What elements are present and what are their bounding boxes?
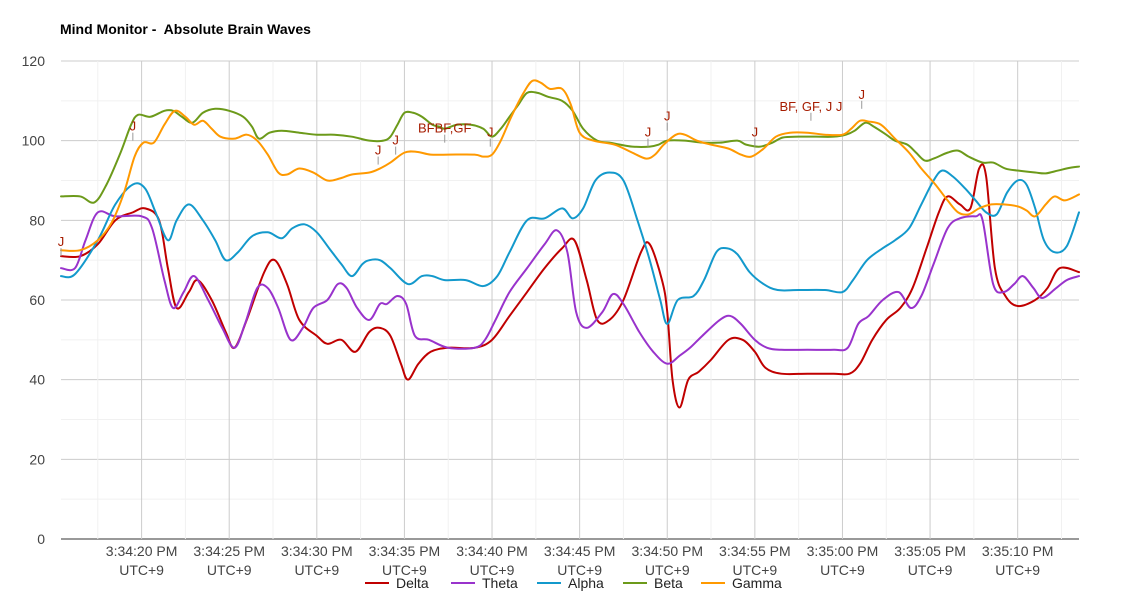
y-tick-label: 120 (22, 53, 46, 69)
annotation-label: J (664, 109, 671, 124)
legend-label-beta: Beta (654, 575, 683, 591)
x-tick-sublabel: UTC+9 (207, 562, 252, 578)
y-tick-label: 80 (29, 212, 45, 228)
x-tick-sublabel: UTC+9 (820, 562, 865, 578)
y-tick-label: 100 (22, 133, 46, 149)
series-line-theta (60, 210, 1080, 365)
x-tick-sublabel: UTC+9 (908, 562, 953, 578)
annotation-label: J (130, 119, 137, 134)
annotation-label: BF, GF, J J (779, 99, 842, 114)
grid (61, 60, 1079, 540)
chart-title: Mind Monitor - Absolute Brain Waves (60, 21, 311, 37)
series-line-beta (60, 90, 1080, 204)
legend-label-theta: Theta (482, 575, 518, 591)
series-lines (60, 79, 1080, 409)
x-tick-label: 3:34:35 PM (369, 543, 441, 559)
annotation-label: J (752, 125, 759, 140)
axes: 0 20 40 60 80 100 120 3:34:20 PM UTC+9 3:34:25 PM… (22, 53, 1054, 578)
x-tick-sublabel: UTC+9 (382, 562, 427, 578)
annotation-label: J (645, 125, 652, 140)
legend-label-gamma: Gamma (732, 575, 782, 591)
x-tick-sublabel: UTC+9 (119, 562, 164, 578)
x-tick-label: 3:34:55 PM (719, 543, 791, 559)
y-tick-label: 40 (29, 372, 45, 388)
x-tick-label: 3:35:10 PM (982, 543, 1054, 559)
series-line-gamma (60, 79, 1080, 252)
x-tick-label: 3:34:50 PM (631, 543, 703, 559)
annotation-label: J (487, 125, 494, 140)
series-line-alpha (60, 169, 1080, 325)
x-tick-label: 3:35:00 PM (807, 543, 879, 559)
legend-label-delta: Delta (396, 575, 429, 591)
x-tick-label: 3:35:05 PM (894, 543, 966, 559)
x-tick-sublabel: UTC+9 (294, 562, 339, 578)
x-tick-label: 3:34:20 PM (106, 543, 178, 559)
x-tick-label: 3:34:40 PM (456, 543, 528, 559)
y-tick-label: 0 (37, 531, 45, 547)
x-tick-sublabel: UTC+9 (470, 562, 515, 578)
annotation-label: J (392, 133, 399, 148)
x-tick-sublabel: UTC+9 (995, 562, 1040, 578)
annotation-label: BFBF,GF (418, 121, 472, 136)
annotation-label: J (375, 143, 382, 158)
legend: Delta Theta Alpha Beta Gamma (365, 575, 782, 591)
x-tick-label: 3:34:30 PM (281, 543, 353, 559)
legend-label-alpha: Alpha (568, 575, 604, 591)
x-tick-sublabel: UTC+9 (645, 562, 690, 578)
x-tick-label: 3:34:25 PM (193, 543, 265, 559)
y-tick-label: 20 (29, 451, 45, 467)
annotation-label: J (858, 87, 865, 102)
x-tick-sublabel: UTC+9 (732, 562, 777, 578)
y-tick-label: 60 (29, 292, 45, 308)
x-tick-label: 3:34:45 PM (544, 543, 616, 559)
annotation-label: J (58, 234, 65, 249)
x-tick-sublabel: UTC+9 (557, 562, 602, 578)
